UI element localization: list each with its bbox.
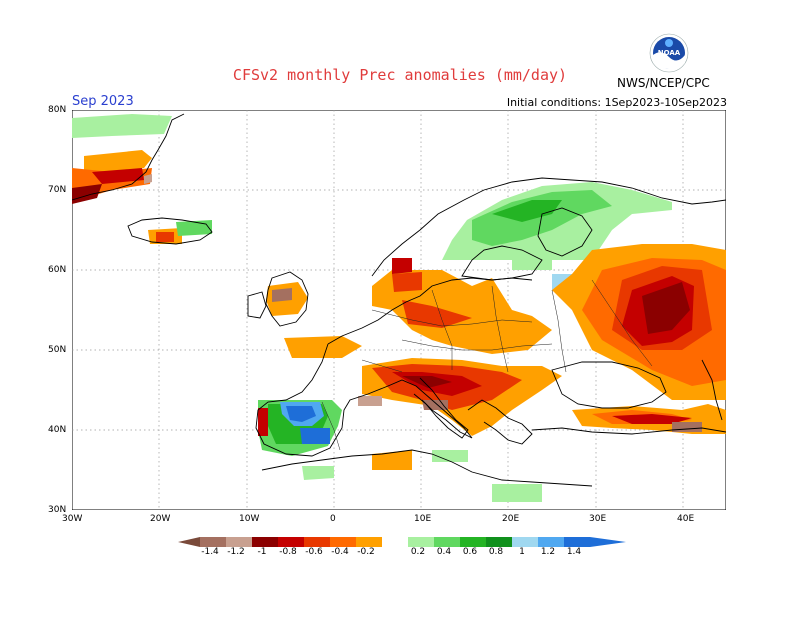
colorbar-swatch: [512, 537, 538, 547]
colorbar-label: 0.4: [436, 547, 452, 557]
colorbar-label: 1.4: [566, 547, 582, 557]
colorbar-swatch: [252, 537, 278, 547]
lon-label-20w: 20W: [150, 514, 171, 524]
country-borders: [321, 279, 653, 451]
colorbar-label: -0.6: [305, 547, 323, 557]
colorbar-swatch: [356, 537, 382, 547]
colorbar-label: -0.2: [357, 547, 375, 557]
precip-anomaly-map: [72, 110, 726, 510]
colorbar-swatch: [486, 537, 512, 547]
colorbar-label: 0.2: [410, 547, 426, 557]
lon-label-10w: 10W: [239, 514, 260, 524]
lat-label-70n: 70N: [48, 185, 67, 195]
colorbar-swatch: [304, 537, 330, 547]
noaa-logo: NOAA: [649, 33, 689, 73]
colorbar-swatch: [226, 537, 252, 547]
colorbar-label: -0.8: [279, 547, 297, 557]
colorbar-low-arrow: [178, 537, 200, 547]
lon-label-10e: 10E: [414, 514, 432, 524]
colorbar-swatch: [564, 537, 590, 547]
colorbar: [178, 537, 626, 547]
lat-label-30n: 30N: [48, 505, 67, 515]
lat-label-40n: 40N: [48, 425, 67, 435]
colorbar-high-arrow: [590, 537, 626, 547]
coastlines: [72, 113, 726, 487]
colorbar-swatch: [330, 537, 356, 547]
colorbar-swatch: [434, 537, 460, 547]
anomaly-shading: [72, 114, 726, 502]
lat-label-80n: 80N: [48, 105, 67, 115]
colorbar-swatch: [538, 537, 564, 547]
lon-label-30w: 30W: [62, 514, 83, 524]
colorbar-label: -0.4: [331, 547, 349, 557]
colorbar-label: 0.6: [462, 547, 478, 557]
colorbar-label: 1: [519, 547, 525, 557]
initial-conditions: Initial conditions: 1Sep2023-10Sep2023: [506, 96, 727, 109]
colorbar-label: 0.8: [488, 547, 504, 557]
lon-label-40e: 40E: [677, 514, 695, 524]
lat-label-50n: 50N: [48, 345, 67, 355]
colorbar-label: 1.2: [540, 547, 556, 557]
colorbar-swatch: [408, 537, 434, 547]
noaa-logo-text: NOAA: [658, 49, 681, 57]
lon-label-0: 0: [330, 514, 336, 524]
colorbar-swatch: [278, 537, 304, 547]
lon-label-20e: 20E: [502, 514, 520, 524]
lon-label-30e: 30E: [589, 514, 607, 524]
colorbar-swatch: [200, 537, 226, 547]
colorbar-swatch: [460, 537, 486, 547]
colorbar-swatch: [382, 537, 408, 547]
colorbar-label: -1.2: [227, 547, 245, 557]
map-title: CFSv2 monthly Prec anomalies (mm/day): [232, 66, 568, 84]
lat-label-60n: 60N: [48, 265, 67, 275]
agency-label: NWS/NCEP/CPC: [617, 76, 710, 90]
forecast-month: Sep 2023: [72, 94, 134, 109]
colorbar-label: -1: [257, 547, 267, 557]
colorbar-label: -1.4: [201, 547, 219, 557]
